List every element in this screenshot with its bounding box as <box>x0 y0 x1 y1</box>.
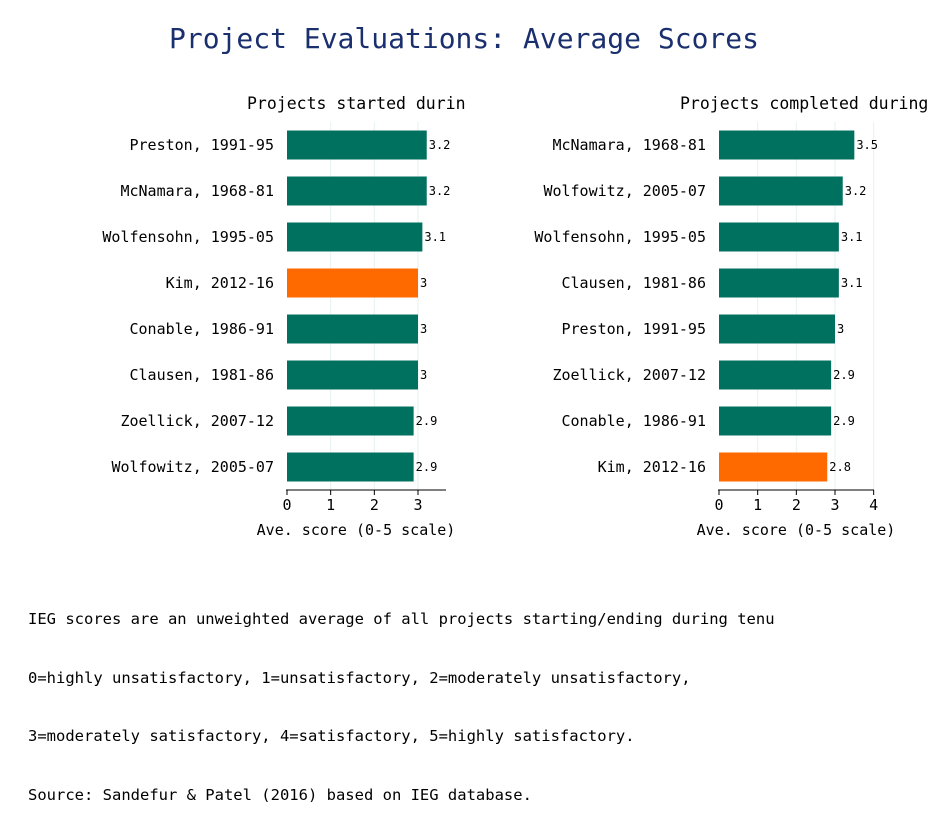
category-label: Conable, 1986-91 <box>130 320 275 338</box>
category-label: Kim, 2012-16 <box>166 274 274 292</box>
category-label: Clausen, 1981-86 <box>130 366 275 384</box>
data-label: 3.1 <box>424 230 446 244</box>
bar <box>287 406 414 436</box>
data-label: 3.2 <box>429 138 451 152</box>
data-label: 3.5 <box>856 138 878 152</box>
data-label: 2.9 <box>833 368 855 382</box>
bar <box>719 222 839 252</box>
category-label: Wolfowitz, 2005-07 <box>543 182 706 200</box>
bar <box>719 268 839 298</box>
bar <box>287 222 423 252</box>
category-label: Kim, 2012-16 <box>598 458 706 476</box>
bar <box>719 314 835 344</box>
data-label: 2.8 <box>829 460 851 474</box>
category-label: Wolfowitz, 2005-07 <box>111 458 274 476</box>
chart-panels: Projects started during tenure Preston, 1… <box>102 94 928 539</box>
category-label: Wolfensohn, 1995-05 <box>534 228 706 246</box>
category-label: Preston, 1991-95 <box>130 136 275 154</box>
data-label: 2.9 <box>833 414 855 428</box>
category-label: McNamara, 1968-81 <box>120 182 274 200</box>
bar <box>287 360 418 390</box>
bar <box>719 130 855 160</box>
footnote-line: Source: Sandefur & Patel (2016) based on… <box>28 785 532 804</box>
x-tick-label: 0 <box>282 496 291 514</box>
bar <box>287 452 414 482</box>
bar <box>287 130 427 160</box>
data-label: 3 <box>420 322 427 336</box>
data-label: 3.2 <box>845 184 867 198</box>
chart-panel-1: Projects started during tenure Preston, 1… <box>102 94 545 539</box>
bar <box>719 176 843 206</box>
panel-title: Projects started during tenure <box>247 94 545 113</box>
x-tick-label: 4 <box>869 496 878 514</box>
category-label: Wolfensohn, 1995-05 <box>102 228 274 246</box>
x-tick-label: 1 <box>326 496 335 514</box>
category-label: Clausen, 1981-86 <box>562 274 707 292</box>
panel-title: Projects completed during tenure <box>680 94 928 113</box>
footnote-line: IEG scores are an unweighted average of … <box>28 610 775 628</box>
data-label: 2.9 <box>416 414 438 428</box>
data-label: 3 <box>837 322 844 336</box>
data-label: 2.9 <box>416 460 438 474</box>
x-tick-label: 3 <box>413 496 422 514</box>
x-tick-label: 3 <box>830 496 839 514</box>
x-tick-label: 0 <box>714 496 723 514</box>
footnote-line: 0=highly unsatisfactory, 1=unsatisfactor… <box>28 668 691 687</box>
category-label: Zoellick, 2007-12 <box>552 366 706 384</box>
x-tick-label: 2 <box>370 496 379 514</box>
bar <box>719 360 832 390</box>
data-label: 3.1 <box>841 230 863 244</box>
chart-title: Project Evaluations: Average Scores <box>168 22 759 55</box>
bar <box>287 176 427 206</box>
bar <box>719 406 832 436</box>
category-label: McNamara, 1968-81 <box>552 136 706 154</box>
x-tick-label: 1 <box>753 496 762 514</box>
footnote-line: 3=moderately satisfactory, 4=satisfactor… <box>28 727 635 745</box>
data-label: 3 <box>420 276 427 290</box>
bar <box>287 268 418 298</box>
bar <box>287 314 418 344</box>
category-label: Preston, 1991-95 <box>562 320 707 338</box>
category-label: Conable, 1986-91 <box>562 412 707 430</box>
category-label: Zoellick, 2007-12 <box>120 412 274 430</box>
data-label: 3.2 <box>429 184 451 198</box>
footnote: IEG scores are an unweighted average of … <box>28 571 928 825</box>
data-label: 3.1 <box>841 276 863 290</box>
x-tick-label: 2 <box>792 496 801 514</box>
data-label: 3 <box>420 368 427 382</box>
chart-panel-2: Projects completed during tenure McNamara… <box>534 94 928 539</box>
x-axis-label: Ave. score (0-5 scale) <box>257 521 456 539</box>
bar <box>719 452 828 482</box>
x-axis-label: Ave. score (0-5 scale) <box>697 521 896 539</box>
